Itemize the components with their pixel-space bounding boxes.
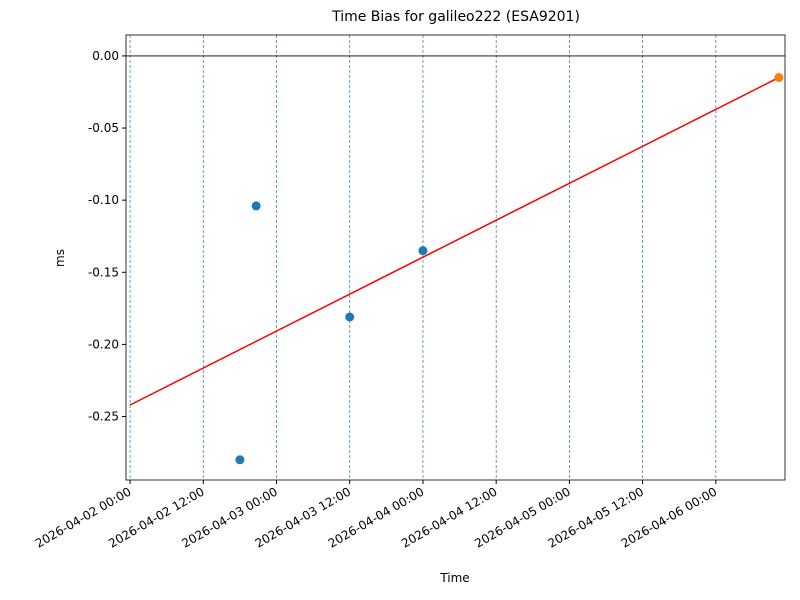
chart-title: Time Bias for galileo222 (ESA9201) xyxy=(331,9,580,25)
data-point xyxy=(418,246,428,256)
y-tick-label: -0.25 xyxy=(88,410,119,424)
y-tick-label: -0.15 xyxy=(88,265,119,279)
x-axis-label: Time xyxy=(439,571,469,585)
plot-frame xyxy=(125,34,786,481)
data-point xyxy=(345,312,355,322)
y-tick-label: -0.10 xyxy=(88,193,119,207)
data-point xyxy=(235,455,245,465)
data-point xyxy=(774,73,784,83)
data-point xyxy=(251,201,261,211)
y-tick-label: -0.20 xyxy=(88,337,119,351)
y-tick-label: 0.00 xyxy=(92,49,119,63)
y-axis-label: ms xyxy=(53,249,67,267)
y-tick-label: -0.05 xyxy=(88,121,119,135)
fit-line xyxy=(129,76,780,406)
